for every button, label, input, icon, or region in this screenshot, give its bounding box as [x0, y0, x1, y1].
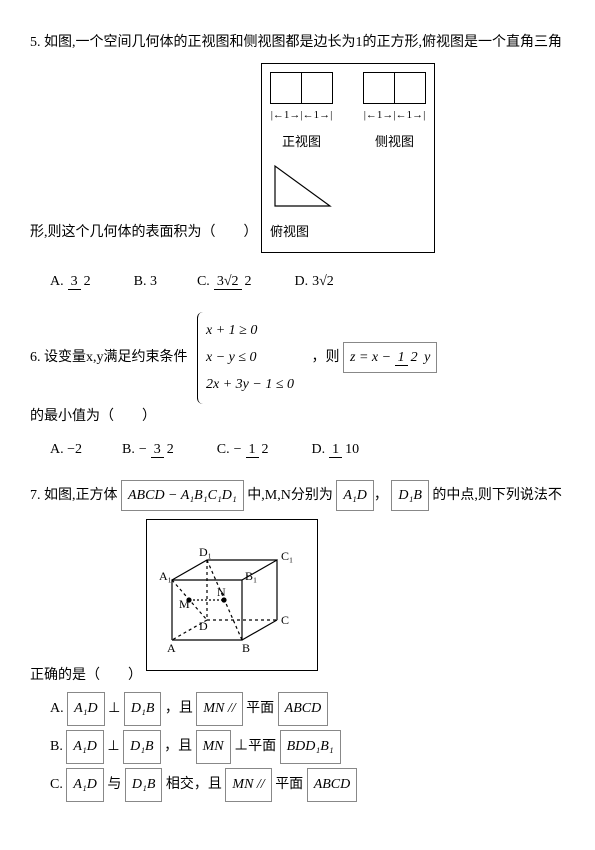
q7-num: 7.: [30, 488, 41, 503]
q5-choice-b[interactable]: B. 3: [134, 269, 157, 294]
q6-num: 6.: [30, 350, 41, 365]
svg-text:A₁: A₁: [159, 569, 172, 583]
svg-text:B: B: [242, 641, 250, 655]
q5-choice-d[interactable]: D.3√2: [295, 269, 334, 294]
svg-text:A: A: [167, 641, 176, 655]
q6-text1: 设变量x,y满足约束条件: [44, 350, 188, 365]
constraint-system: x + 1 ≥ 0x − y ≤ 02x + 3y − 1 ≤ 0: [197, 312, 302, 404]
cube-label: ABCD − A₁B₁C₁D₁: [121, 480, 244, 511]
q6-choice-a[interactable]: A. −2: [50, 437, 82, 462]
question-5: 5. 如图,一个空间几何体的正视图和侧视图都是边长为1的正方形,俯视图是一个直角…: [30, 30, 565, 294]
q7-stmt-b[interactable]: B. A₁D ⊥ D₁B ，且 MN ⊥平面 BDD₁B₁: [50, 730, 565, 764]
q5-choices: A. 32 B. 3 C. 3√22 D.3√2: [50, 269, 565, 294]
q5-choice-a[interactable]: A. 32: [50, 269, 94, 294]
svg-text:M: M: [179, 597, 190, 611]
side-view: |←1→|←1→| 侧视图: [363, 72, 426, 153]
q5-num: 5.: [30, 35, 41, 50]
svg-text:D: D: [199, 619, 208, 633]
q6-choices: A. −2 B. −32 C. −12 D. 110: [50, 437, 565, 462]
top-view: 俯视图: [270, 161, 426, 243]
svg-text:C: C: [281, 613, 289, 627]
q7-statements: A. A₁D ⊥ D₁B ，且 MN // 平面 ABCD B. A₁D ⊥ D…: [50, 692, 565, 802]
q7-cube-figure: A B C D A₁ B₁ C₁ D₁ M N: [146, 519, 318, 671]
svg-text:C₁: C₁: [281, 549, 293, 563]
objective-fn: z = x − 12 y: [343, 342, 437, 373]
q6-choice-c[interactable]: C. −12: [217, 437, 272, 462]
q5-choice-c[interactable]: C. 3√22: [197, 269, 255, 294]
front-view: |←1→|←1→| 正视图: [270, 72, 333, 153]
question-6: 6. 设变量x,y满足约束条件 x + 1 ≥ 0x − y ≤ 02x + 3…: [30, 312, 565, 462]
q7-stmt-c[interactable]: C. A₁D 与 D₁B 相交，且 MN // 平面 ABCD: [50, 768, 565, 802]
q6-choice-b[interactable]: B. −32: [122, 437, 177, 462]
svg-text:N: N: [217, 585, 226, 599]
q5-figure-box: |←1→|←1→| 正视图 |←1→|←1→| 侧视图 俯视图: [261, 63, 435, 253]
q7-stmt-a[interactable]: A. A₁D ⊥ D₁B ，且 MN // 平面 ABCD: [50, 692, 565, 726]
svg-text:D₁: D₁: [199, 545, 212, 559]
question-7: 7. 如图,正方体 ABCD − A₁B₁C₁D₁ 中,M,N分别为 A₁D， …: [30, 480, 565, 802]
svg-text:B₁: B₁: [245, 569, 257, 583]
q6-choice-d[interactable]: D. 110: [312, 437, 363, 462]
